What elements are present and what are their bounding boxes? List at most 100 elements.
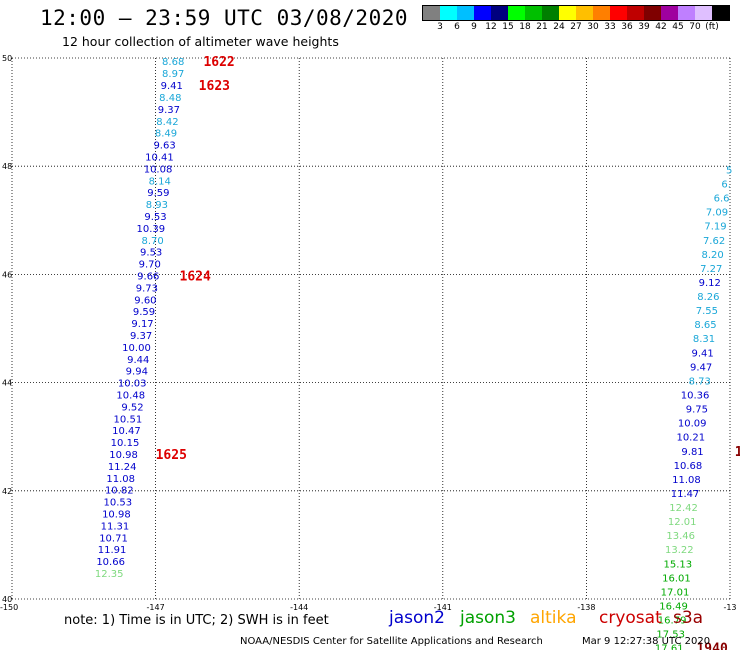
time-label: 1624	[180, 269, 211, 284]
wave-height-value: 10.68	[674, 461, 703, 472]
wave-height-value: 10.09	[678, 419, 707, 430]
wave-height-value: 9.53	[144, 212, 166, 223]
y-tick-label: 40	[2, 595, 12, 604]
wave-height-value: 13.22	[665, 545, 694, 556]
wave-height-value: 12.42	[669, 503, 698, 514]
color-scale-label: 39	[638, 22, 650, 32]
x-tick-label: -147	[147, 603, 165, 612]
wave-height-value: 10.03	[118, 379, 147, 390]
wave-height-value: 9.41	[691, 348, 713, 359]
wave-height-value: 16.79	[658, 616, 687, 627]
wave-height-value: 10.82	[105, 486, 134, 497]
y-tick-label: 50	[2, 54, 12, 63]
wave-height-value: 8.20	[702, 250, 724, 261]
color-scale-label: 36	[621, 22, 633, 32]
wave-height-value: 8.73	[689, 376, 711, 387]
wave-height-value: 8.97	[162, 69, 184, 80]
time-label: 1940	[696, 642, 727, 650]
wave-height-value: 7.55	[696, 306, 718, 317]
legend-jason2: jason2	[389, 608, 445, 628]
time-labels: 1622 1623 1624 1625 1939 1940	[156, 55, 740, 650]
wave-height-value: 8.68	[162, 57, 184, 68]
y-tick-label: 42	[2, 487, 12, 496]
color-scale-label: 6	[454, 22, 460, 32]
wave-height-value: 8.49	[155, 129, 177, 140]
color-scale-label: 24	[553, 22, 565, 32]
wave-height-value: 16.01	[662, 573, 691, 584]
color-swatch	[474, 6, 491, 20]
wave-height-value: 5	[726, 165, 732, 176]
wave-height-value: 10.39	[137, 224, 166, 235]
legend-altika: altika	[530, 608, 577, 628]
wave-height-value: 11.31	[101, 521, 130, 532]
color-swatch	[508, 6, 525, 20]
color-scale-label: 15	[502, 22, 514, 32]
color-swatch	[542, 6, 559, 20]
wave-height-value: 10.98	[109, 450, 138, 461]
wave-height-value: 9.12	[699, 278, 721, 289]
color-swatch	[695, 6, 712, 20]
wave-height-value: 8.26	[697, 292, 719, 303]
color-swatch	[627, 6, 644, 20]
wave-height-points: 8.688.979.418.489.378.428.499.6310.4110.…	[95, 57, 733, 650]
wave-height-value: 9.47	[690, 362, 712, 373]
time-label: 1623	[199, 79, 230, 94]
wave-height-value: 8.14	[149, 176, 171, 187]
time-label: 1622	[203, 55, 234, 70]
credit-line: NOAA/NESDIS Center for Satellite Applica…	[240, 636, 543, 647]
wave-height-value: 10.53	[104, 498, 133, 509]
time-label: 1625	[156, 448, 187, 463]
x-tick-label: -13	[723, 603, 736, 612]
wave-height-value: 11.08	[672, 475, 701, 486]
wave-height-value: 9.94	[126, 367, 148, 378]
color-scale-label: 21	[536, 22, 548, 32]
wave-height-color-scale	[422, 5, 730, 21]
wave-height-value: 17.53	[656, 630, 685, 641]
color-swatch	[559, 6, 576, 20]
wave-height-value: 17.61	[655, 644, 684, 650]
wave-height-value: 9.44	[127, 355, 149, 366]
generation-timestamp: Mar 9 12:27:38 UTC 2020	[582, 636, 711, 647]
color-swatch	[712, 6, 729, 20]
wave-height-value: 9.37	[158, 105, 180, 116]
color-swatch	[525, 6, 542, 20]
wave-height-value: 10.21	[676, 433, 705, 444]
color-scale-label: 42	[655, 22, 667, 32]
wave-height-value: 10.98	[102, 510, 131, 521]
wave-height-value: 9.17	[131, 319, 153, 330]
color-swatch	[423, 6, 440, 20]
time-label: 1939	[735, 445, 740, 460]
legend-cryosat: cryosat	[599, 608, 662, 628]
wave-height-value: 10.48	[116, 391, 145, 402]
color-swatch	[610, 6, 627, 20]
x-tick-label: -150	[0, 603, 18, 612]
wave-height-value: 12.35	[95, 569, 124, 580]
wave-height-value: 11.08	[106, 474, 135, 485]
x-tick-label: -138	[577, 603, 595, 612]
color-swatch	[678, 6, 695, 20]
wave-height-value: 10.47	[112, 426, 141, 437]
wave-height-value: 9.63	[153, 141, 175, 152]
wave-height-value: 13.46	[666, 531, 695, 542]
wave-height-value: 6.	[721, 180, 731, 191]
wave-height-value: 12.01	[668, 517, 697, 528]
color-scale-label: 9	[471, 22, 477, 32]
wave-height-value: 15.13	[664, 559, 693, 570]
color-scale-label: (ft)	[705, 22, 719, 32]
wave-height-value: 8.93	[146, 200, 168, 211]
color-scale-label: 27	[570, 22, 582, 32]
wave-height-value: 8.31	[693, 334, 715, 345]
wave-height-value: 9.73	[136, 283, 158, 294]
wave-height-value: 11.24	[108, 462, 137, 473]
wave-height-value: 9.60	[134, 295, 156, 306]
wave-height-value: 11.47	[671, 489, 700, 500]
wave-height-value: 16.49	[659, 601, 688, 612]
footer-note: note: 1) Time is in UTC; 2) SWH is in fe…	[64, 613, 329, 628]
wave-height-value: 9.52	[121, 402, 143, 413]
wave-height-value: 7.27	[700, 264, 722, 275]
wave-height-value: 8.65	[694, 320, 716, 331]
y-tick-label: 48	[2, 162, 12, 171]
wave-height-value: 10.08	[144, 164, 173, 175]
wave-height-value: 9.53	[140, 248, 162, 259]
